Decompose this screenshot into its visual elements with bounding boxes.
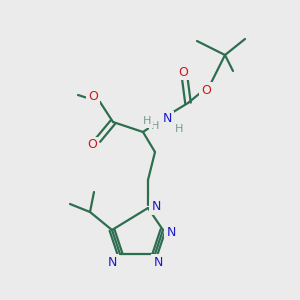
Text: O: O: [87, 139, 97, 152]
Text: H: H: [151, 121, 159, 131]
Text: O: O: [201, 83, 211, 97]
Text: N: N: [166, 226, 176, 238]
Text: H: H: [143, 116, 151, 126]
Text: O: O: [88, 91, 98, 103]
Text: N: N: [153, 256, 163, 268]
Text: N: N: [107, 256, 117, 268]
Text: N: N: [151, 200, 161, 214]
Text: O: O: [178, 65, 188, 79]
Text: H: H: [175, 124, 183, 134]
Text: N: N: [162, 112, 172, 125]
